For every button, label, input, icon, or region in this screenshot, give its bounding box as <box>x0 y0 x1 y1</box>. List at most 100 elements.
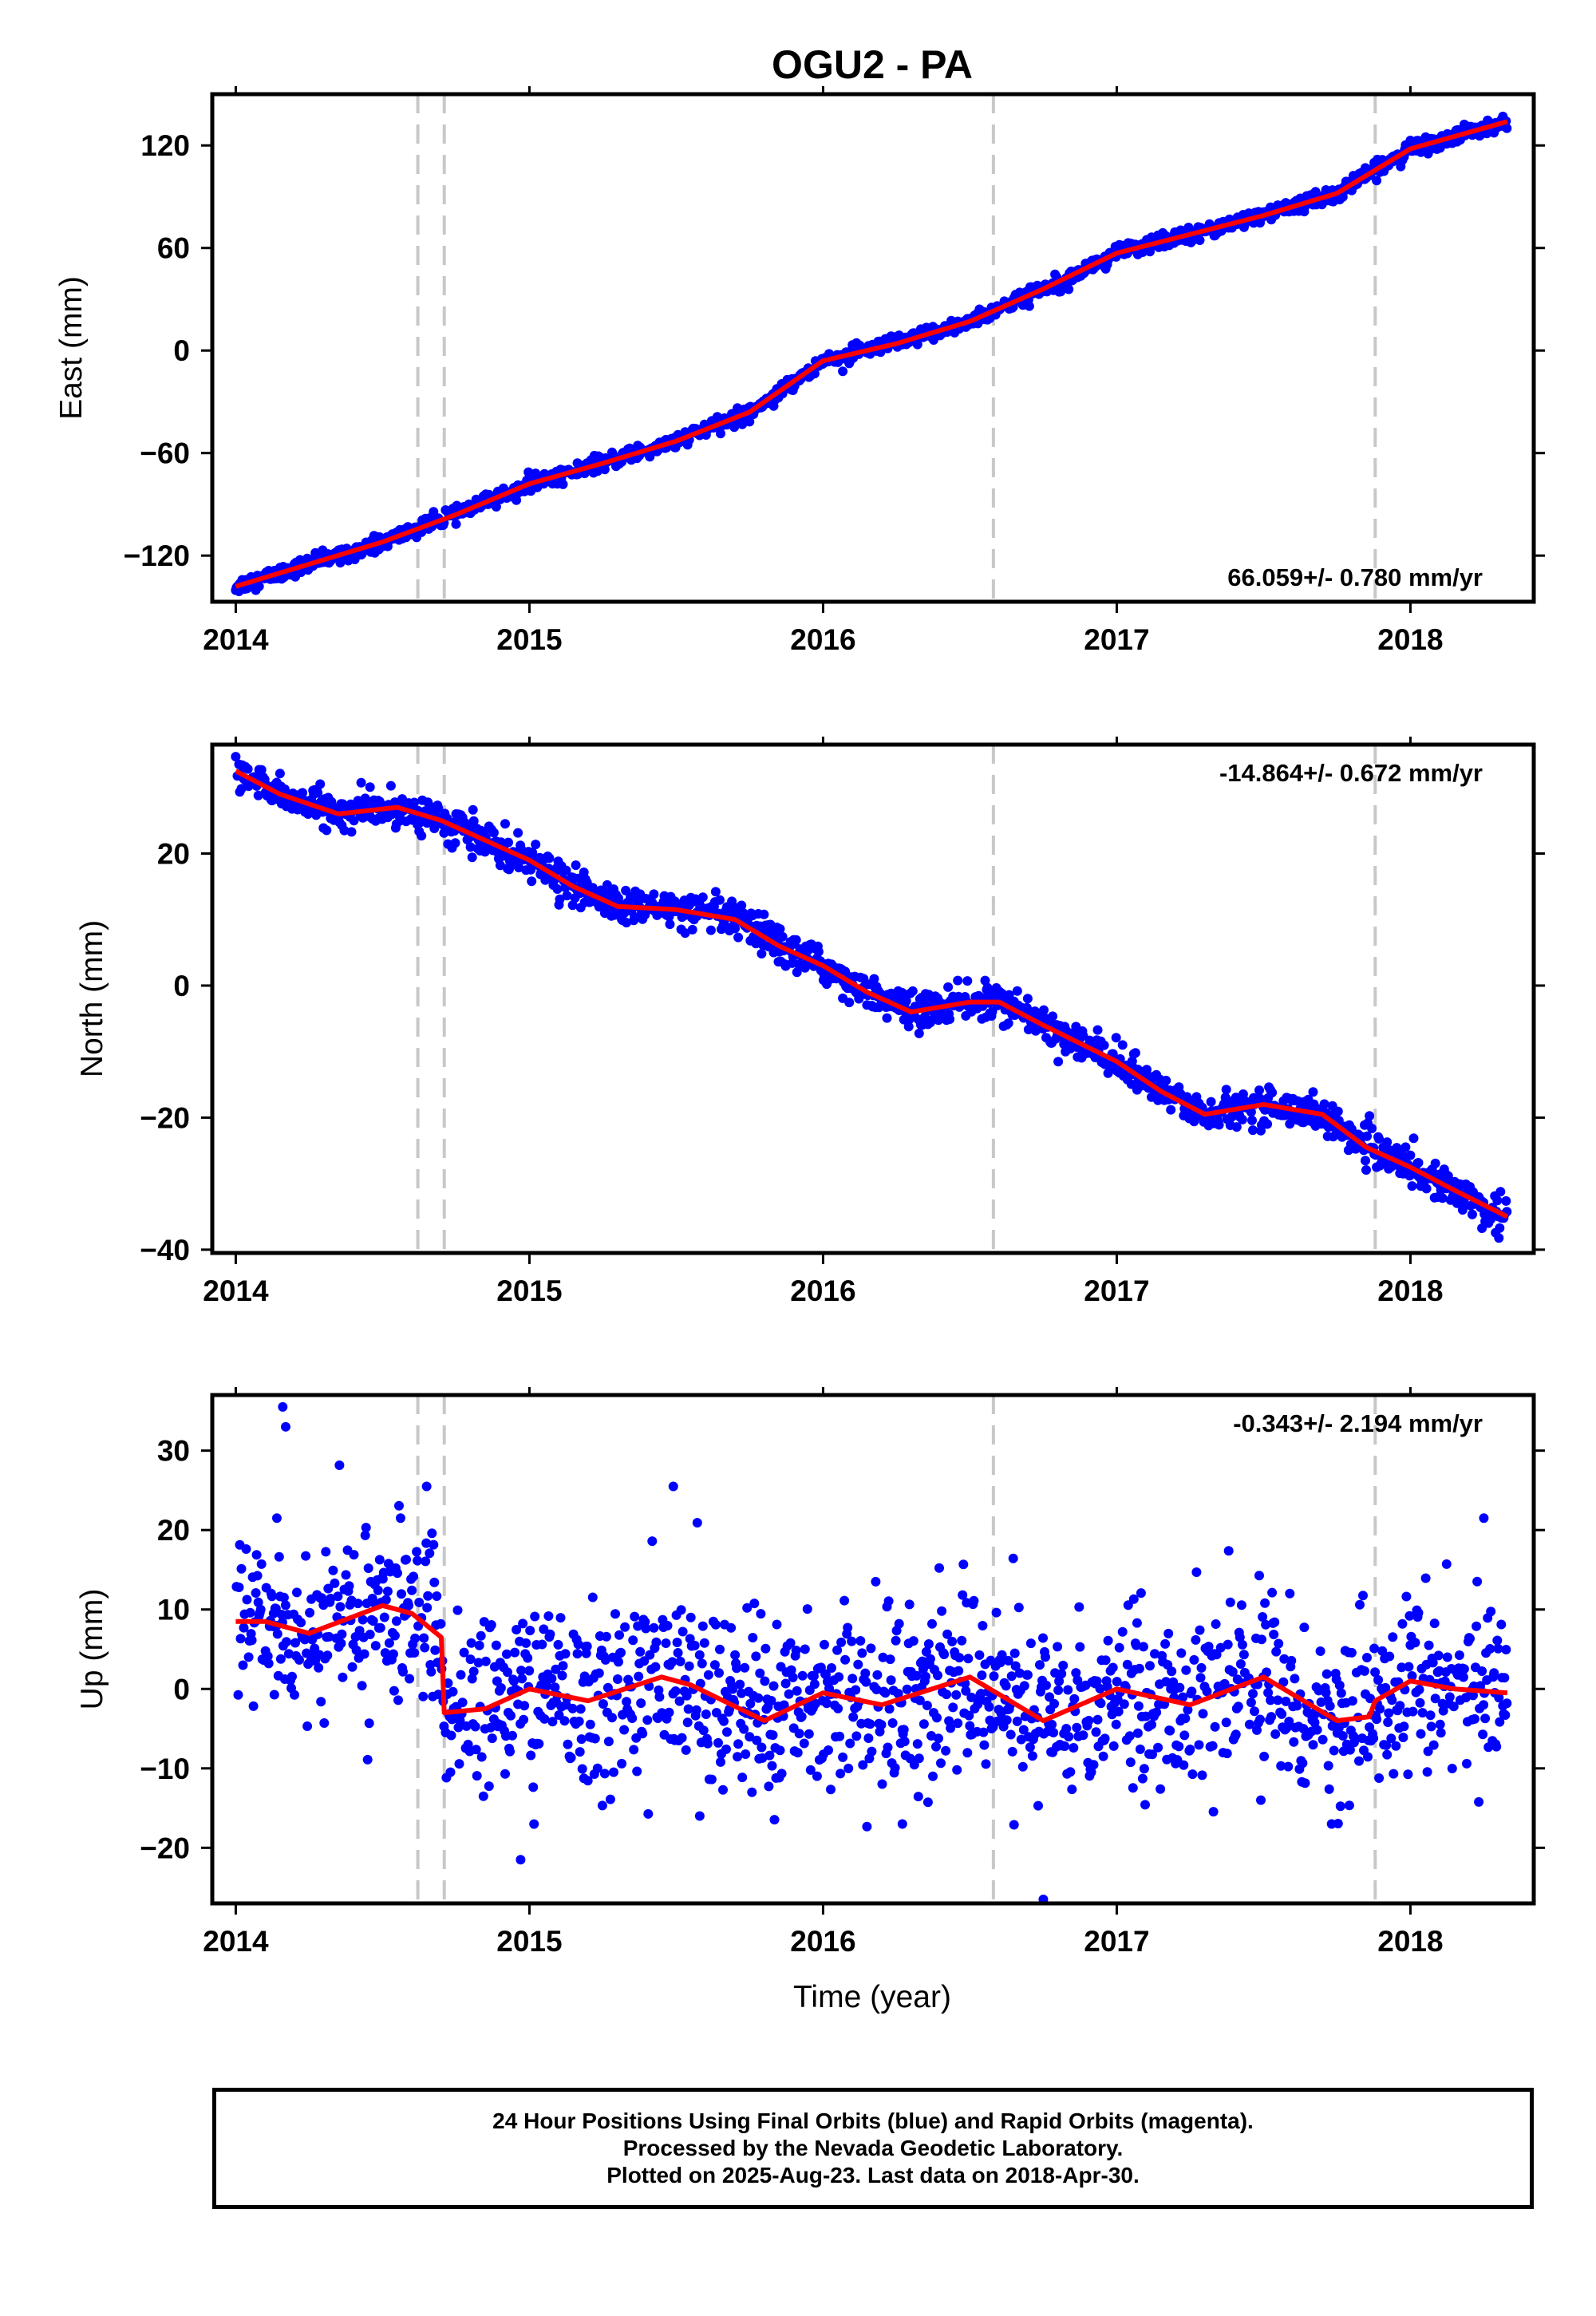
data-point <box>1486 1607 1496 1617</box>
data-point <box>484 1781 494 1792</box>
data-point <box>729 422 740 433</box>
data-point <box>954 1653 965 1663</box>
data-point <box>705 925 716 935</box>
data-point <box>1160 1638 1171 1649</box>
data-point <box>315 779 326 789</box>
data-point <box>1135 1744 1145 1754</box>
data-point <box>1003 1018 1013 1029</box>
data-point <box>1183 223 1194 232</box>
data-point <box>747 1787 757 1797</box>
data-point <box>1191 1567 1202 1577</box>
data-point <box>844 998 855 1008</box>
data-point <box>429 1539 439 1550</box>
data-point <box>256 1559 267 1569</box>
data-point <box>500 819 510 829</box>
data-point <box>1270 1729 1281 1739</box>
data-point <box>1289 1737 1299 1747</box>
data-point <box>749 1599 760 1609</box>
data-point <box>1489 1668 1499 1678</box>
data-point <box>931 1741 941 1752</box>
data-point <box>1370 1667 1381 1678</box>
data-point <box>634 1671 644 1682</box>
y-tick-label: −20 <box>140 1101 190 1134</box>
data-point <box>914 1028 924 1038</box>
y-axis-label: North (mm) <box>75 920 109 1077</box>
data-point <box>347 1662 358 1672</box>
data-point <box>1250 1706 1259 1717</box>
data-point <box>681 1690 692 1701</box>
figure-title: OGU2 - PA <box>772 42 973 87</box>
data-point <box>838 366 848 377</box>
data-point <box>777 931 788 942</box>
data-point <box>429 824 440 833</box>
data-point <box>647 1536 658 1547</box>
data-point <box>252 1571 263 1581</box>
footer-line-3: Plotted on 2025-Aug-23. Last data on 201… <box>606 2163 1140 2188</box>
data-point <box>689 1640 700 1650</box>
data-point <box>954 1666 964 1676</box>
data-point <box>946 1723 956 1733</box>
data-point <box>920 1671 930 1682</box>
data-point <box>474 1640 484 1650</box>
data-point <box>1211 1650 1222 1660</box>
data-point <box>1283 1761 1294 1772</box>
data-point <box>914 1753 924 1764</box>
data-point <box>928 1771 938 1781</box>
data-point <box>388 1649 398 1659</box>
data-point <box>530 1611 540 1622</box>
data-point <box>867 1746 877 1757</box>
data-point <box>1222 1749 1232 1759</box>
data-point <box>353 1599 363 1609</box>
data-point <box>1435 1719 1445 1729</box>
data-point <box>445 1767 456 1777</box>
data-point <box>779 1700 789 1710</box>
data-point <box>794 1729 804 1739</box>
data-point <box>866 1643 876 1654</box>
data-point <box>1404 1662 1414 1672</box>
data-point <box>997 988 1007 998</box>
data-point <box>766 1696 776 1705</box>
data-point <box>681 1745 691 1755</box>
panel-frame <box>210 1393 1536 1906</box>
data-point <box>805 1765 816 1775</box>
data-point <box>878 1652 888 1662</box>
data-point <box>1442 1652 1452 1662</box>
data-point <box>1111 1719 1121 1729</box>
data-point <box>1006 1671 1017 1682</box>
data-point <box>1024 301 1034 311</box>
data-point <box>897 1819 907 1829</box>
data-point <box>298 788 308 798</box>
data-point <box>1130 1048 1140 1058</box>
data-point <box>605 1794 615 1804</box>
data-point <box>1128 1594 1139 1604</box>
data-point <box>581 1648 591 1658</box>
data-point <box>236 784 247 794</box>
data-point <box>978 1727 989 1737</box>
data-point <box>472 1771 482 1781</box>
data-point <box>236 1563 247 1574</box>
data-point <box>552 884 563 894</box>
data-point <box>861 1677 871 1687</box>
data-point <box>921 1646 931 1657</box>
data-point <box>468 1666 479 1677</box>
data-point <box>528 1782 539 1792</box>
data-point <box>1462 1758 1472 1769</box>
data-point <box>1263 1688 1274 1697</box>
data-point <box>1237 1114 1247 1124</box>
data-point <box>957 1635 967 1646</box>
data-point <box>1502 1698 1512 1709</box>
data-point <box>1277 1709 1287 1719</box>
data-point <box>368 1616 378 1626</box>
data-point <box>344 1581 354 1591</box>
data-point <box>755 1668 765 1678</box>
data-point <box>885 1654 895 1665</box>
data-point <box>529 1819 539 1829</box>
data-point <box>1067 1784 1077 1795</box>
data-point <box>313 788 323 798</box>
data-point <box>1399 1721 1409 1732</box>
data-point <box>739 1724 749 1734</box>
y-axis-label: Up (mm) <box>75 1589 109 1710</box>
data-point <box>1367 1124 1377 1133</box>
data-point <box>1248 1125 1258 1136</box>
